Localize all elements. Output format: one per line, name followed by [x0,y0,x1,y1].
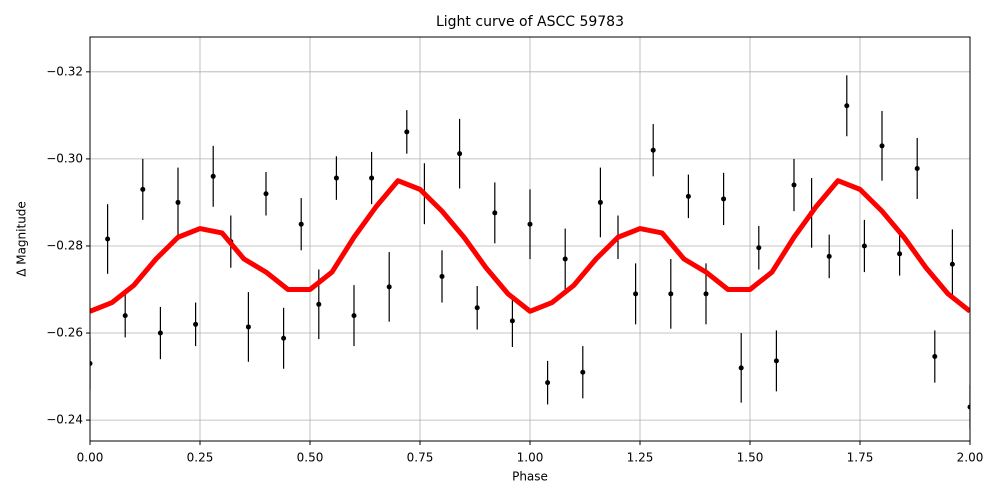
data-point [545,380,551,386]
marks [90,75,970,429]
data-point [210,173,216,179]
x-tick-label: 0.75 [407,451,434,465]
data-point [914,165,920,171]
data-point [703,291,709,297]
data-point [791,182,797,188]
data-point [316,301,322,307]
fit-line [90,178,970,314]
x-tick-label: 0.00 [77,451,104,465]
data-point [633,291,639,297]
x-tick-label: 0.25 [187,451,214,465]
data-point [457,151,463,157]
y-tick-label: −0.26 [46,326,83,340]
data-point [932,354,938,360]
y-tick-label: −0.28 [46,238,83,252]
y-axis-label: Δ Magnitude [15,201,29,277]
y-tick-label: −0.24 [46,413,83,427]
chart-title: Light curve of ASCC 59783 [436,14,624,30]
data-point [562,256,568,262]
x-tick-label: 1.00 [517,451,544,465]
x-tick-label: 0.50 [297,451,324,465]
data-point [580,369,586,375]
data-point [738,365,744,371]
data-point [281,335,287,341]
data-point [351,313,357,319]
data-point [386,284,392,290]
data-point [509,318,515,324]
y-tick-label: −0.30 [46,151,83,165]
data-point [105,236,111,242]
x-tick-label: 1.75 [847,451,874,465]
data-point [949,261,955,267]
plot-area [89,37,971,441]
data-point [773,358,779,364]
data-point [650,147,656,153]
data-point [90,361,93,367]
data-point [756,245,762,251]
data-point [175,199,181,205]
data-point [527,221,533,227]
data-point [685,193,691,199]
data-point [897,251,903,257]
data-point [861,243,867,249]
data-point [140,186,146,192]
y-tick-label: −0.32 [46,64,83,78]
data-point [157,330,163,336]
axes-frame [89,36,971,442]
data-point [263,191,269,197]
data-point [122,313,128,319]
grid [89,37,971,441]
x-tick-label: 2.00 [957,451,984,465]
data-point [721,196,727,202]
data-point [492,210,498,216]
data-point [245,324,251,330]
data-point [474,305,480,311]
x-tick-label: 1.25 [627,451,654,465]
data-point [668,291,674,297]
x-tick-label: 1.50 [737,451,764,465]
data-point [333,175,339,181]
data-point [879,143,885,149]
data-point [597,199,603,205]
data-point [193,321,199,327]
data-point [369,175,375,181]
data-point [298,221,304,227]
data-point [844,103,850,109]
x-axis-label: Phase [512,470,548,484]
data-point [439,273,445,279]
data-point [826,253,832,259]
data-point [404,129,410,135]
data-point [967,404,970,410]
